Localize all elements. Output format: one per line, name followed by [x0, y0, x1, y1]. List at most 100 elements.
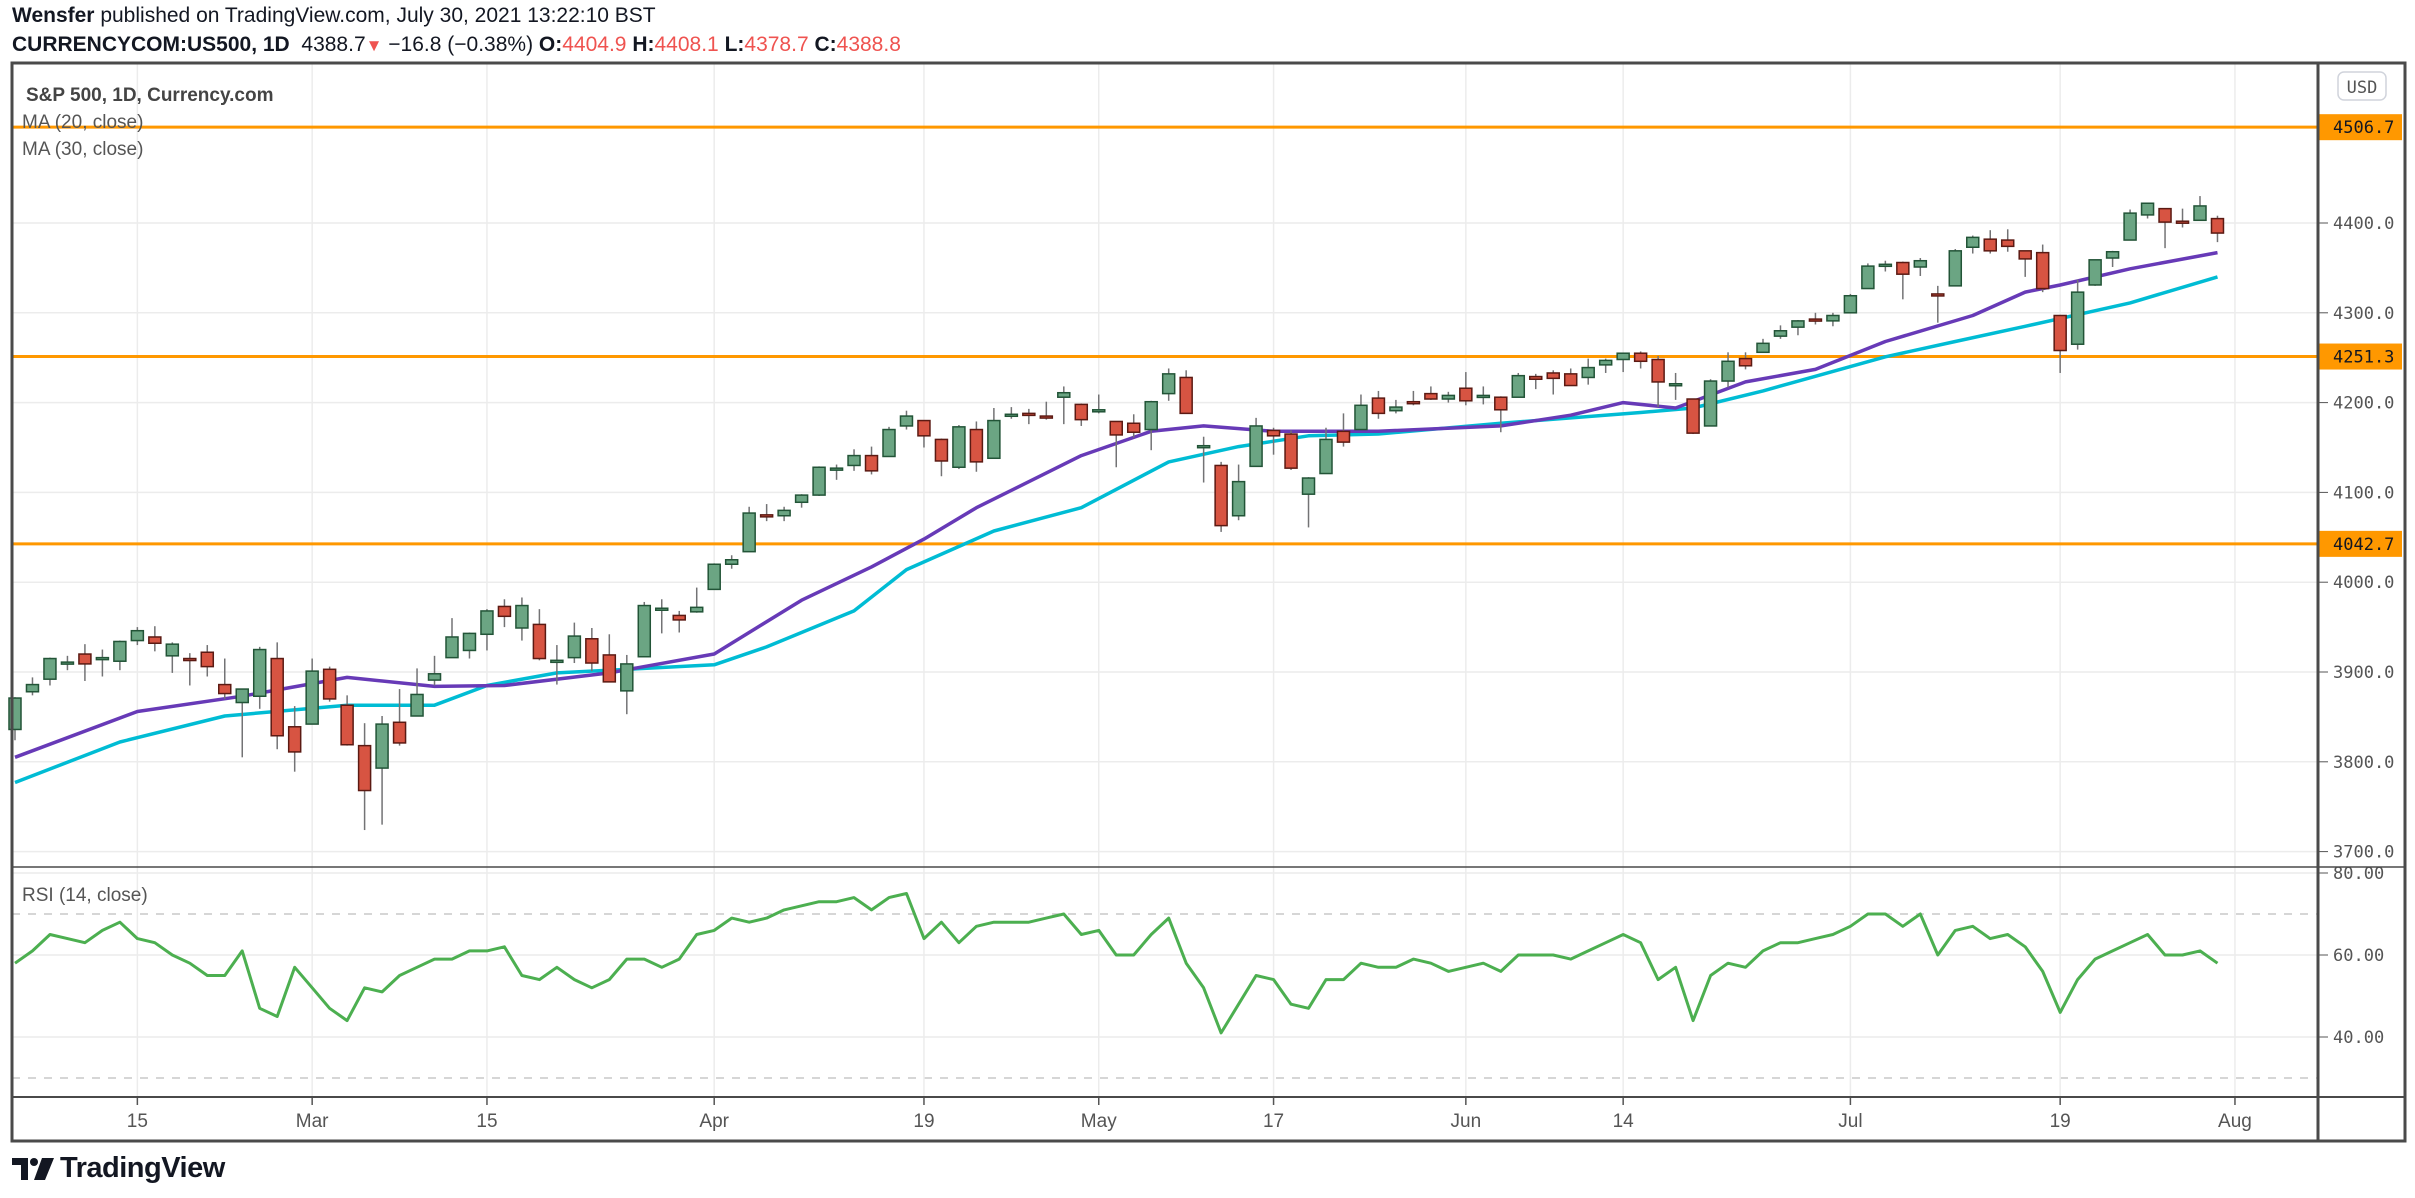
candle-body-down — [2210, 217, 2225, 234]
currency-badge[interactable]: USD — [2337, 71, 2387, 101]
rsi-tick-label: 80.00 — [2333, 864, 2384, 884]
candle-body-up — [1598, 359, 1613, 366]
candle-body-down — [602, 654, 617, 683]
candle-body-down — [1336, 430, 1351, 443]
candle — [2105, 250, 2120, 268]
axes: 4400.0 4300.0 4200.0 4100.0 4000.0 3900.0 3800… — [127, 214, 2395, 1132]
rsi-line — [14, 892, 2219, 1035]
candle-body-up — [1913, 259, 1928, 268]
ma20-line — [14, 250, 2218, 759]
candle — [1966, 235, 1980, 254]
candle-body-up — [882, 428, 896, 458]
candle-body-up — [1476, 394, 1491, 399]
candle — [1354, 394, 1368, 431]
candle-body-up — [43, 657, 57, 680]
candle — [1319, 427, 1333, 475]
candle-body-down — [1808, 318, 1823, 322]
candle-body-up — [1319, 438, 1333, 475]
candle-body-down — [183, 657, 197, 662]
candle-body-up — [655, 607, 669, 611]
candle — [1703, 379, 1718, 427]
candle — [1668, 372, 1683, 400]
candle — [462, 632, 477, 659]
candle-body-up — [1301, 477, 1316, 495]
candle — [829, 464, 844, 480]
candle — [1022, 408, 1036, 425]
candle — [1913, 258, 1928, 276]
candle — [305, 658, 319, 725]
candle — [515, 597, 529, 641]
candle-body-down — [1371, 397, 1386, 415]
level-price-badge — [2318, 530, 2402, 557]
rsi-tick-label: 60.00 — [2333, 946, 2384, 966]
candle — [1756, 338, 1770, 354]
candle — [934, 438, 949, 477]
tradingview-logo[interactable]: TradingView — [12, 1152, 225, 1185]
date-label: Apr — [699, 1111, 729, 1132]
horizontal-levels[interactable]: 4506.7 4251.3 4042.7 — [12, 114, 2402, 557]
candle — [165, 642, 180, 673]
candle-body-up — [2070, 291, 2085, 345]
candle — [480, 609, 494, 651]
candle-body-down — [1459, 387, 1473, 402]
candle — [620, 654, 634, 715]
level-price-badge — [2318, 343, 2402, 370]
candle — [1039, 401, 1054, 420]
candle — [1633, 351, 1648, 369]
candle-body-up — [515, 604, 529, 629]
candle — [1196, 436, 1211, 483]
candle-body-up — [2088, 259, 2102, 286]
candle — [707, 563, 721, 591]
candle — [1931, 285, 1945, 323]
candle-body-down — [2158, 207, 2172, 223]
candle-body-up — [480, 610, 494, 636]
candle-body-up — [252, 648, 267, 697]
candle — [1004, 407, 1019, 419]
ma30-legend[interactable]: MA (30, close) — [22, 139, 143, 160]
candle-body-up — [1948, 250, 1963, 287]
rsi-tick-label: 40.00 — [2333, 1028, 2384, 1048]
candle — [1301, 477, 1316, 528]
candle-body-up — [1703, 380, 1718, 427]
candle-body-down — [585, 638, 599, 664]
ma20-legend[interactable]: MA (20, close) — [22, 112, 143, 133]
candle-body-up — [1616, 352, 1630, 361]
date-label: 17 — [1263, 1111, 1284, 1132]
candle — [882, 426, 896, 458]
candle-body-up — [1092, 409, 1106, 413]
close-label: C: — [814, 33, 837, 56]
rsi-legend[interactable]: RSI (14, close) — [22, 885, 148, 906]
candle-body-up — [620, 663, 634, 692]
grid — [12, 63, 2318, 1097]
candle — [270, 642, 284, 750]
candle-body-down — [1931, 293, 1945, 297]
candle — [1808, 312, 1823, 325]
candle-body-up — [1231, 480, 1246, 517]
candle-body-up — [899, 415, 914, 427]
date-label: Mar — [296, 1111, 329, 1132]
candle-body-up — [689, 606, 704, 613]
candle-body-up — [550, 659, 564, 664]
candle — [1459, 372, 1473, 406]
candle-body-up — [1004, 413, 1019, 418]
date-label: 14 — [1613, 1111, 1635, 1132]
candle-body-down — [1424, 392, 1438, 400]
close-value: 4388.8 — [836, 33, 901, 56]
candle-body-down — [1266, 429, 1281, 437]
candle-body-up — [1756, 342, 1770, 354]
candle — [1861, 263, 1875, 290]
candle — [917, 419, 931, 448]
price-tick-label: 4400.0 — [2333, 214, 2394, 234]
candle-body-up — [742, 512, 756, 553]
candle-body-down — [2000, 239, 2015, 248]
candle-body-up — [1773, 330, 1788, 337]
candle-body-up — [2140, 202, 2155, 216]
candle-body-up — [462, 632, 477, 652]
candle — [550, 645, 564, 685]
candle-body-up — [1791, 320, 1805, 328]
candle-body-down — [2053, 314, 2067, 352]
last-price: 4388.7 — [301, 33, 366, 56]
candle — [1476, 386, 1491, 405]
candle — [1529, 373, 1543, 390]
